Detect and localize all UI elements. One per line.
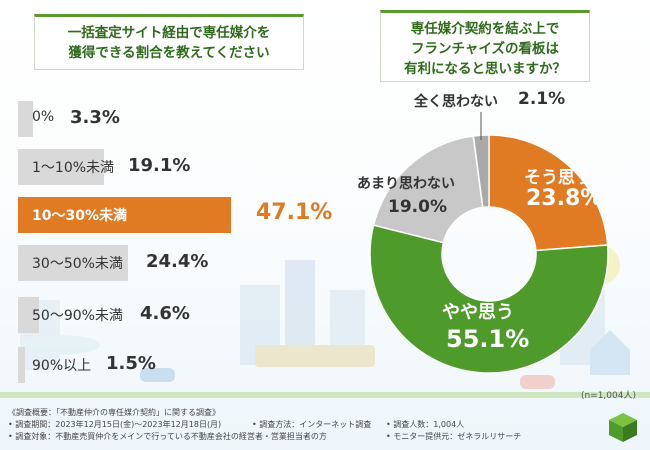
pie-slice-0 <box>488 134 609 252</box>
bar-category-label: 90%以上 <box>32 358 92 374</box>
pie-label-value: 55.1% <box>446 325 530 353</box>
pie-chart-question: 専任媒介契約を結ぶ上で フランチャイズの看板は 有利になると思いますか？ <box>380 10 590 82</box>
pie-slice-2 <box>372 135 484 244</box>
brand-logo-icon <box>609 413 637 442</box>
train-illustration <box>255 345 375 367</box>
bar-1 <box>18 149 105 185</box>
bar-row-1: 1〜10%未満 19.1% <box>18 149 318 185</box>
question-line: 専任媒介契約を結ぶ上で <box>410 21 560 37</box>
question-line: 一括査定サイト経由で専任媒介を <box>67 25 271 41</box>
bar-row-5: 90%以上 1.5% <box>18 347 318 383</box>
question-line: 有利になると思いますか？ <box>404 61 566 77</box>
question-line: 獲得できる割合を教えてください <box>68 45 270 61</box>
survey-outline-heading: 《調査概要：「不動産仲介の専任媒介契約」に関する調査》 <box>8 408 220 417</box>
bar-row-2: 10〜30%未満 47.1% <box>18 197 332 233</box>
survey-period: • 調査期間：2023年12月15日(金)〜2023年12月18日(月) <box>8 420 222 429</box>
bar-category-label: 0% <box>32 109 55 125</box>
bar-category-label: 50〜90%未満 <box>32 308 123 324</box>
pie-label-value: 23.8% <box>526 186 603 211</box>
bar-row-3: 30〜50%未満 24.4% <box>18 245 318 281</box>
pie-label-category: あまり思わない <box>357 176 455 192</box>
bar-value-label: 19.1% <box>128 155 191 176</box>
question-line: フランチャイズの看板は <box>411 41 559 57</box>
bar-2 <box>18 197 231 233</box>
bar-value-label: 3.3% <box>70 107 120 128</box>
bar-5 <box>18 347 25 383</box>
bar-value-label: 24.4% <box>146 251 209 272</box>
pie-label-category: そう思う <box>524 168 592 188</box>
pie-label-category: 全く思わない <box>414 94 498 110</box>
survey-target: • 調査対象：不動産売買仲介をメインで行っている不動産会社の経営者・営業担当者の… <box>8 432 327 441</box>
pie-label-value: 19.0% <box>388 197 447 217</box>
bar-category-label: 1〜10%未満 <box>32 160 115 176</box>
bar-category-label: 30〜50%未満 <box>32 256 123 272</box>
sample-size-label: (n=1,004人) <box>580 391 636 401</box>
bar-value-label: 4.6% <box>140 303 190 324</box>
car-illustration <box>140 368 175 382</box>
pie-slice-1 <box>369 224 609 374</box>
house-illustration <box>590 330 630 375</box>
bar-3 <box>18 245 129 281</box>
bar-0 <box>18 101 33 137</box>
survey-method: • 調査方法：インターネット調査 <box>252 420 372 429</box>
car-illustration <box>520 375 555 389</box>
pie-label-value: 2.1% <box>518 89 566 109</box>
bar-row-0: 0% 3.3% <box>18 101 318 137</box>
cloud-illustration <box>20 335 100 355</box>
bar-chart-question: 一括査定サイト経由で専任媒介を 獲得できる割合を教えてください <box>34 14 304 70</box>
bar-row-4: 50〜90%未満 4.6% <box>18 297 318 333</box>
pie-label-category: やや思う <box>442 302 514 323</box>
survey-provider: • モニター提供元：ゼネラルリサーチ <box>386 432 522 441</box>
survey-count: • 調査人数：1,004人 <box>386 420 465 429</box>
bar-value-label: 47.1% <box>256 200 333 225</box>
bar-category-label: 10〜30%未満 <box>32 208 127 224</box>
ground-illustration <box>0 392 650 398</box>
pie-slice-3 <box>472 134 490 209</box>
bar-value-label: 1.5% <box>106 353 156 374</box>
bar-4 <box>18 297 39 333</box>
